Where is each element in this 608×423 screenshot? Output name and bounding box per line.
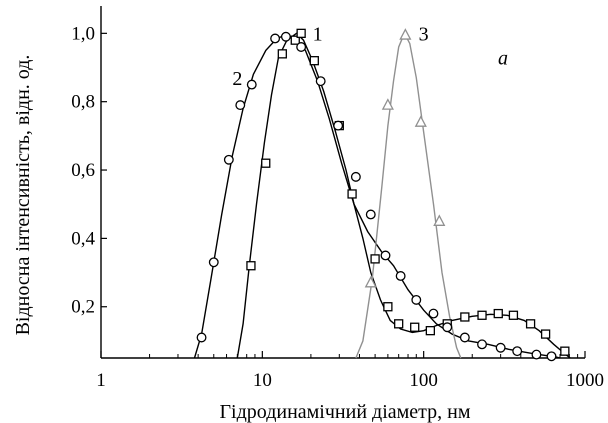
series-2-marker [315,76,326,87]
series-1-marker [296,28,306,38]
series-2-marker [512,346,523,357]
series-3-line [355,31,462,359]
y-tick-label: 1,0 [71,23,95,44]
series-1-marker [410,322,420,332]
series-1-marker [525,319,536,329]
series-2-line [193,34,561,359]
series-1-marker [493,308,503,319]
series-2-marker [223,154,234,165]
series-2-marker [428,308,439,319]
series-2-marker [531,349,542,360]
curve-label-3: 3 [419,23,429,45]
series-1-marker [394,319,404,329]
panel-label: a [498,47,508,69]
series-2-marker [333,120,344,131]
series-1-marker [290,35,300,45]
series-2-marker [395,271,406,281]
marker-layer [196,28,570,362]
series-3-marker [414,115,427,127]
y-tick-label: 0,4 [71,228,95,249]
series-3-marker [364,275,377,288]
y-axis-title: Відносна інтенсивність, відн. од. [12,55,34,336]
series-3-marker [433,214,446,226]
series-1-marker [560,346,570,356]
series-1-marker [246,261,256,271]
series-2-marker [411,294,422,305]
curve-label-2: 2 [232,68,242,90]
annotation-layer: 1 2 3 a [232,23,508,89]
x-tick-label: 1 [96,370,106,391]
series-2-marker [196,332,207,343]
series-2-marker [546,351,557,362]
series-2-marker [235,100,246,111]
series-1-marker [309,56,319,66]
series-2-marker [477,339,487,350]
series-1-marker [477,310,487,320]
series-1-marker [460,312,470,322]
series-2-marker [495,342,506,353]
series-2-marker [246,79,257,90]
series-1-line [236,32,571,359]
y-tick-label: 0,8 [71,92,95,113]
series-1-marker [508,310,519,320]
series-2-marker [380,250,391,261]
series-2-marker [350,171,361,182]
series-2-marker [459,332,470,343]
series-1-marker [370,254,380,264]
x-tick-label: 1000 [566,370,604,391]
series-1-marker [261,158,271,168]
curve-label-1: 1 [313,23,323,45]
x-tick-layer: 1 10 100 1000 [96,351,604,391]
y-tick-label: 0,6 [71,160,95,181]
series-1-marker [425,326,435,336]
y-tick-label: 0,2 [71,297,95,318]
x-tick-label: 10 [253,370,272,391]
series-2-marker [442,322,453,333]
x-axis-title: Гідродинамічний діаметр, нм [219,401,470,423]
x-tick-label: 100 [409,370,438,391]
series-1-marker [347,189,357,199]
series-1-marker [383,302,393,312]
series-2-marker [365,209,376,220]
series-3-marker [399,28,412,40]
series-3-marker [381,98,394,110]
series-1-marker [277,49,287,59]
series-2-marker [208,257,219,268]
series-2-marker [280,31,291,42]
series-2-marker [270,33,281,44]
series-1-marker [540,329,551,339]
y-tick-layer: 0,2 0,4 0,6 0,8 1,0 [71,23,107,318]
series-2-marker [296,42,307,52]
